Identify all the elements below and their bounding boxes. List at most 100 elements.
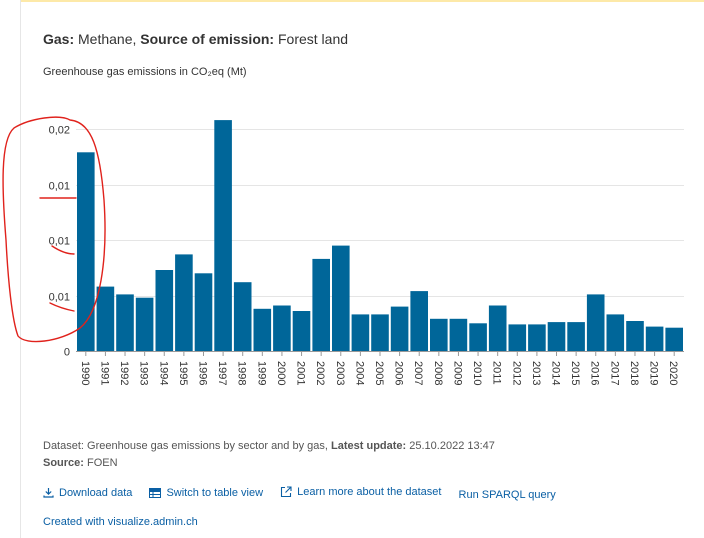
bar-2017[interactable] [606,314,625,351]
bar-1992[interactable] [116,294,134,351]
y-tick-labels: 0,02 0,01 0,01 0,01 0 [49,125,70,359]
annotation-tick-3 [49,302,75,312]
x-tick-label: 2019 [648,361,660,385]
y-tick-label: 0,01 [49,181,70,193]
bar-2006[interactable] [390,306,409,351]
bar-1995[interactable] [175,254,193,351]
x-tick-label: 2004 [353,361,365,385]
dataset-label: Dataset: [43,440,84,452]
x-tick-label: 1994 [157,361,169,385]
annotation-loop [2,116,106,343]
bar-2018[interactable] [626,321,644,351]
bar-1994[interactable] [155,270,174,351]
bar-2011[interactable] [488,305,507,352]
bar-2001[interactable] [292,311,311,351]
bar-2019[interactable] [645,326,664,351]
x-tick-label: 2005 [373,361,385,385]
bar-2003[interactable] [332,245,350,351]
x-tick-label: 2001 [295,361,307,385]
bar-1990[interactable] [77,152,95,351]
dataset-info: Dataset: Greenhouse gas emissions by sec… [43,440,495,452]
y-tick-label: 0,01 [49,236,70,248]
x-tick-label: 2011 [491,361,503,385]
update-label: Latest update: [331,440,407,452]
bar-1991[interactable] [96,286,115,351]
bar-2016[interactable] [586,294,605,351]
y-tick-label: 0,02 [49,125,70,137]
bar-2015[interactable] [567,322,585,351]
chart-heading: Gas: Methane, Source of emission: Forest… [43,31,348,47]
x-tick-label: 2012 [510,361,522,385]
x-tick-label: 2010 [471,361,483,385]
download-data-label: Download data [59,486,133,499]
bar-2020[interactable] [665,327,683,351]
bar-2014[interactable] [547,322,566,351]
bar-2012[interactable] [508,324,527,351]
sparql-label: Run SPARQL query [458,489,556,501]
x-tick-label: 1993 [138,361,150,385]
table-view-link[interactable]: Switch to table view [149,487,263,499]
learn-more-label: Learn more about the dataset [297,486,442,498]
download-icon [43,488,54,498]
x-tick-label: 2017 [608,361,620,385]
x-tick-label: 1995 [177,361,189,385]
x-tick-label: 2016 [589,361,601,385]
learn-more-link[interactable]: Learn more about the dataset [280,486,441,498]
x-tick-label: 2015 [569,361,581,385]
x-tick-label: 2007 [412,361,424,385]
y-tick-label: 0 [64,347,70,359]
bar-1999[interactable] [253,308,272,351]
bar-1996[interactable] [194,273,213,351]
bar-chart: 0,020,010,010,010 1990 1991 1992 1993 1994 19… [2,116,684,385]
top-divider [20,0,704,2]
bar-2005[interactable] [371,314,389,351]
bar-1998[interactable] [233,282,252,351]
bar-2004[interactable] [351,314,370,351]
x-tick-label: 1990 [79,361,91,385]
y-axis-label: Greenhouse gas emissions in CO₂eq (Mt) [43,66,247,78]
x-tick-label: 2006 [393,361,405,385]
bar-2000[interactable] [273,305,291,352]
source-info-label: Source: [43,457,84,469]
x-tick-label: 2009 [451,361,463,385]
download-data-link[interactable]: Download data [43,487,132,499]
x-tick-label: 1996 [196,361,208,385]
created-with-link[interactable]: Created with visualize.admin.ch [43,516,198,528]
bars [77,120,683,352]
x-tick-label: 2000 [275,361,287,385]
gas-label: Gas: [43,31,75,47]
source-value: Forest land [277,31,349,47]
gas-value: Methane, [78,31,137,47]
update-value: 25.10.2022 13:47 [409,440,495,452]
source-info-value: FOEN [87,457,118,469]
x-tick-label: 2002 [314,361,326,385]
action-links: Download data Switch to table view Learn… [43,486,570,501]
bar-1997[interactable] [214,120,232,351]
bar-2007[interactable] [410,291,428,351]
bar-2008[interactable] [430,318,448,351]
table-icon [149,488,162,498]
annotation-tick-2 [51,245,75,255]
left-divider [20,0,21,538]
x-tick-label: 1992 [118,361,130,385]
bar-2010[interactable] [469,323,487,352]
bar-2002[interactable] [312,258,330,351]
external-link-icon [281,486,292,498]
sparql-link[interactable]: Run SPARQL query [459,489,556,501]
x-tick-labels: 1990 1991 1992 1993 1994 1995 1996 1997 1998 1999… [79,351,679,385]
bar-2009[interactable] [449,318,468,351]
source-info: Source: FOEN [43,457,118,469]
x-tick-label: 1997 [216,361,228,385]
x-tick-label: 2008 [432,361,444,385]
bar-2013[interactable] [528,324,546,351]
table-view-label: Switch to table view [166,487,264,499]
x-tick-label: 2014 [550,361,562,385]
source-label: Source of emission: [140,31,275,47]
x-tick-label: 1998 [236,361,248,385]
x-tick-label: 1999 [255,361,267,385]
y-tick-label: 0,01 [49,292,70,304]
red-annotation [2,116,106,343]
x-tick-label: 2003 [334,361,346,385]
x-tick-label: 1991 [98,361,110,385]
bar-1993[interactable] [135,297,154,351]
